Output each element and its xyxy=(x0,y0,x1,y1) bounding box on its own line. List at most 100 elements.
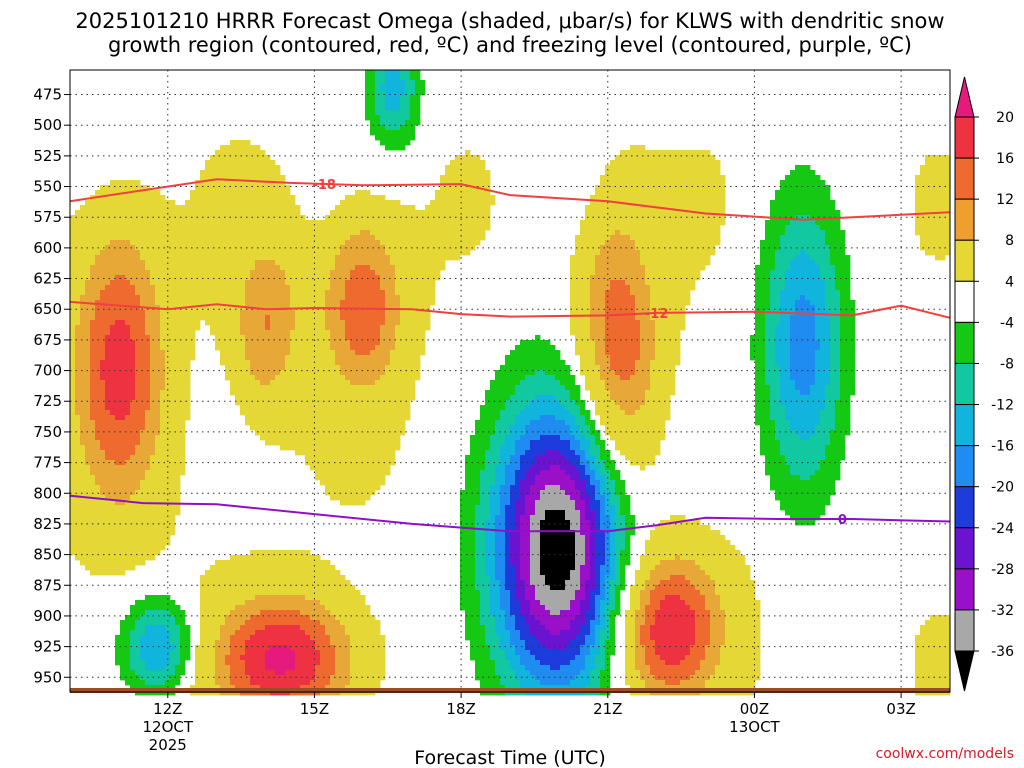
omega-cell xyxy=(275,365,281,371)
omega-cell xyxy=(305,390,311,396)
omega-cell xyxy=(220,150,226,156)
omega-cell xyxy=(270,650,276,656)
omega-cell xyxy=(160,430,166,436)
omega-cell xyxy=(315,365,321,371)
omega-cell xyxy=(170,310,176,316)
omega-cell xyxy=(355,245,361,251)
omega-cell xyxy=(165,510,171,516)
omega-cell xyxy=(260,685,266,691)
omega-cell xyxy=(280,665,286,671)
omega-cell xyxy=(340,300,346,306)
omega-cell xyxy=(180,220,186,226)
omega-cell xyxy=(320,340,326,346)
omega-cell xyxy=(200,290,206,296)
omega-cell xyxy=(255,190,261,196)
omega-cell xyxy=(215,330,221,336)
omega-cell xyxy=(230,380,236,386)
omega-cell xyxy=(360,400,366,406)
omega-cell xyxy=(150,225,156,231)
omega-cell xyxy=(250,275,256,281)
omega-cell xyxy=(240,285,246,291)
omega-cell xyxy=(110,210,116,216)
omega-cell xyxy=(130,225,136,231)
omega-cell xyxy=(95,465,101,471)
omega-cell xyxy=(365,250,371,256)
omega-cell xyxy=(105,460,111,466)
omega-cell xyxy=(220,630,226,636)
omega-cell xyxy=(280,315,286,321)
omega-cell xyxy=(80,360,86,366)
omega-cell xyxy=(295,300,301,306)
omega-cell xyxy=(265,410,271,416)
omega-cell xyxy=(285,325,291,331)
omega-cell xyxy=(215,625,221,631)
omega-cell xyxy=(160,210,166,216)
omega-cell xyxy=(250,225,256,231)
omega-cell xyxy=(230,665,236,671)
omega-cell xyxy=(335,350,341,356)
omega-cell xyxy=(260,355,266,361)
omega-cell xyxy=(225,265,231,271)
omega-cell xyxy=(315,455,321,461)
omega-cell xyxy=(105,265,111,271)
omega-cell xyxy=(280,265,286,271)
omega-cell xyxy=(225,200,231,206)
omega-cell xyxy=(190,235,196,241)
omega-cell xyxy=(110,255,116,261)
omega-cell xyxy=(175,425,181,431)
omega-cell xyxy=(345,290,351,296)
omega-cell xyxy=(210,580,216,586)
omega-cell xyxy=(170,240,176,246)
omega-cell xyxy=(255,605,261,611)
omega-cell xyxy=(135,325,141,331)
omega-cell xyxy=(330,665,336,671)
omega-cell xyxy=(300,315,306,321)
omega-cell xyxy=(260,555,266,561)
omega-cell xyxy=(185,265,191,271)
omega-cell xyxy=(115,275,121,281)
omega-cell xyxy=(325,640,331,646)
omega-cell xyxy=(180,335,186,341)
omega-cell xyxy=(285,280,291,286)
omega-cell xyxy=(240,590,246,596)
omega-cell xyxy=(105,210,111,216)
omega-cell xyxy=(290,615,296,621)
omega-cell xyxy=(355,370,361,376)
omega-cell xyxy=(305,405,311,411)
omega-cell xyxy=(145,295,151,301)
omega-cell xyxy=(115,180,121,186)
omega-cell xyxy=(380,255,386,261)
omega-cell xyxy=(90,205,96,211)
omega-cell xyxy=(235,280,241,286)
omega-cell xyxy=(110,455,116,461)
omega-cell xyxy=(310,435,316,441)
omega-cell xyxy=(105,340,111,346)
omega-cell xyxy=(290,440,296,446)
omega-cell xyxy=(270,160,276,166)
omega-cell xyxy=(300,680,306,686)
omega-cell xyxy=(340,415,346,421)
omega-cell xyxy=(125,435,131,441)
omega-cell xyxy=(355,660,361,666)
omega-cell xyxy=(295,260,301,266)
omega-cell xyxy=(180,440,186,446)
omega-cell xyxy=(70,450,76,456)
omega-cell xyxy=(380,300,386,306)
omega-cell xyxy=(300,575,306,581)
omega-cell xyxy=(375,345,381,351)
omega-cell xyxy=(215,595,221,601)
omega-cell xyxy=(165,625,171,631)
omega-cell xyxy=(255,420,261,426)
omega-cell xyxy=(320,460,326,466)
omega-cell xyxy=(180,630,186,636)
omega-cell xyxy=(85,530,91,536)
omega-cell xyxy=(155,315,161,321)
omega-cell xyxy=(70,255,76,261)
omega-cell xyxy=(210,295,216,301)
omega-cell xyxy=(165,285,171,291)
omega-cell xyxy=(330,610,336,616)
omega-cell xyxy=(275,320,281,326)
omega-cell xyxy=(365,405,371,411)
omega-cell xyxy=(270,595,276,601)
omega-cell xyxy=(155,205,161,211)
